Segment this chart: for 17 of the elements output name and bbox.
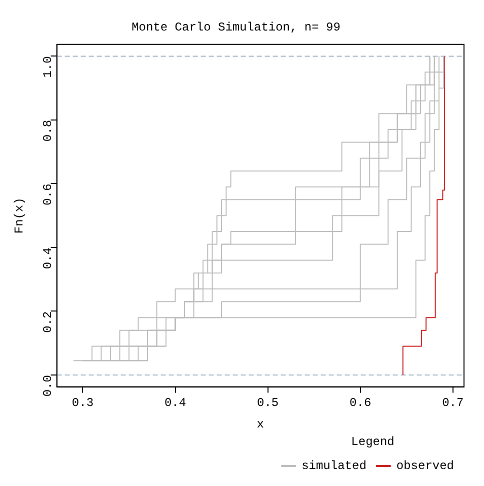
y-tick-label: 0.2 bbox=[40, 311, 55, 333]
legend-label: observed bbox=[396, 459, 454, 474]
x-tick-label: 0.4 bbox=[164, 396, 186, 410]
x-axis-title: x bbox=[256, 418, 264, 432]
y-axis-title: Fn(x) bbox=[12, 198, 26, 234]
x-tick-label: 0.7 bbox=[442, 396, 464, 410]
y-tick-label: 1.0 bbox=[40, 56, 55, 78]
chart-title: Monte Carlo Simulation, n= 99 bbox=[132, 20, 340, 34]
x-tick-label: 0.5 bbox=[257, 396, 279, 410]
legend-label: simulated bbox=[302, 459, 366, 474]
y-tick-label: 0.0 bbox=[40, 375, 55, 397]
legend-title: Legend bbox=[351, 434, 394, 449]
x-tick-label: 0.6 bbox=[350, 396, 372, 410]
y-tick-label: 0.8 bbox=[40, 120, 55, 142]
x-tick-label: 0.3 bbox=[72, 396, 94, 410]
y-tick-label: 0.6 bbox=[40, 184, 55, 206]
y-tick-label: 0.4 bbox=[40, 247, 55, 270]
